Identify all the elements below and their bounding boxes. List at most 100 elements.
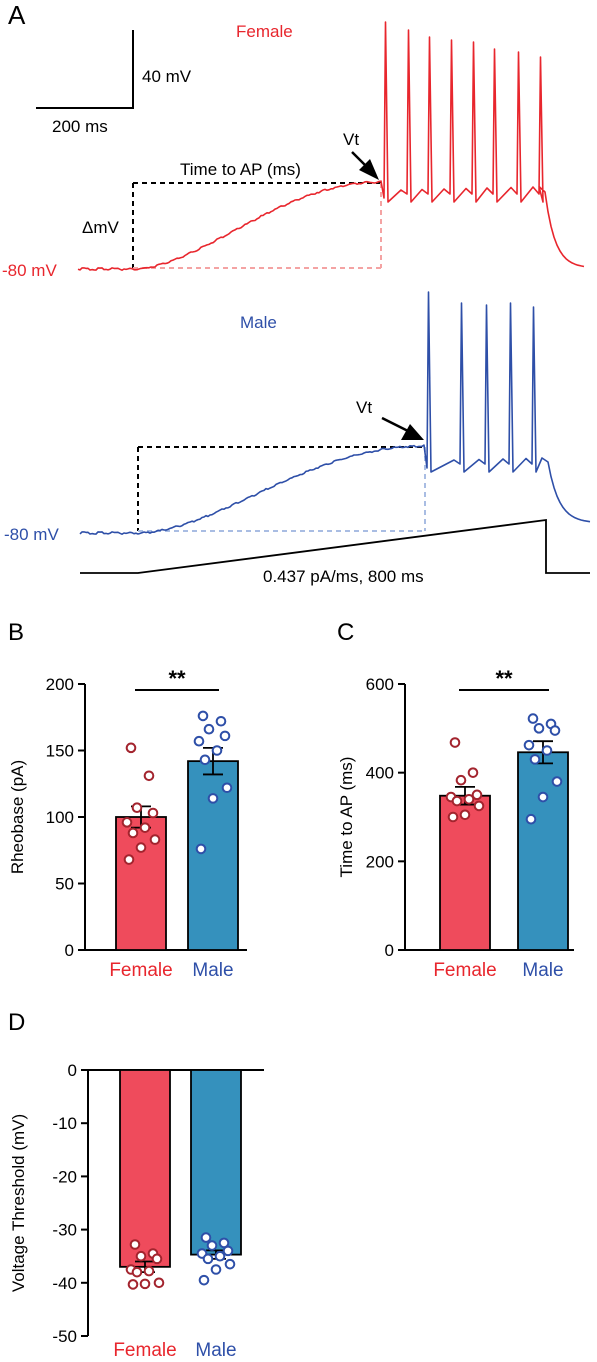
scale-bar-voltage-label: 40 mV (142, 67, 192, 86)
data-point-female (131, 802, 143, 813)
y-axis-label: Time to AP (ms) (337, 757, 356, 878)
male-vt-label: Vt (356, 398, 372, 417)
panel-c: C 0 200 400 600 Time to AP (ms) Female Male ** (337, 619, 574, 981)
data-point-female (125, 742, 137, 754)
data-point-male (541, 745, 553, 756)
data-point-female (127, 827, 139, 839)
chart-voltage-threshold: 0 -10 -20 -30 -40 -50 Voltage Threshold (mV) Fe… (9, 1061, 264, 1361)
x-tick-label-female: Female (109, 960, 172, 981)
data-point-female (143, 1265, 155, 1277)
data-point-female (147, 807, 159, 819)
data-point-male (210, 1264, 222, 1275)
y-tick-label: -50 (52, 1327, 77, 1346)
chart-rheobase: 0 50 100 150 200 Rheobase (pA) Female Male ** (8, 666, 247, 981)
female-vt-arrow-head (359, 159, 379, 180)
scale-bar-time-label: 200 ms (52, 117, 108, 136)
bar-male (187, 760, 239, 951)
data-point-male (206, 1240, 218, 1251)
data-point-male (222, 1245, 234, 1257)
data-point-female (451, 795, 463, 807)
data-point-male (549, 725, 561, 736)
data-point-male (224, 1258, 236, 1270)
bar-female (439, 794, 491, 951)
female-vt-label: Vt (343, 130, 359, 149)
chart-time-to-ap: 0 200 400 600 Time to AP (ms) Female Male ** (337, 666, 574, 981)
y-tick-label: 200 (46, 675, 74, 694)
data-point-male (198, 1274, 210, 1286)
data-point-male (202, 1253, 214, 1265)
bar-female (119, 1069, 171, 1268)
data-point-male (215, 715, 227, 727)
y-axis-label: Voltage Threshold (mV) (9, 1114, 28, 1292)
data-point-male (527, 713, 539, 724)
y-tick-label: -10 (52, 1114, 77, 1133)
data-point-female (459, 809, 471, 821)
data-point-male (197, 710, 209, 722)
data-point-male (218, 1237, 230, 1249)
y-tick-label: 0 (68, 1061, 77, 1080)
data-point-female (149, 834, 161, 845)
male-trace-title: Male (240, 313, 277, 332)
data-point-female (455, 774, 467, 786)
data-point-male (214, 1250, 226, 1262)
data-point-female (139, 822, 151, 833)
stimulus-ramp (80, 518, 590, 574)
data-point-female (129, 1239, 141, 1250)
y-tick-label: 600 (366, 675, 394, 694)
y-tick-label: -30 (52, 1221, 77, 1240)
data-point-female (121, 817, 133, 828)
data-point-male (219, 730, 231, 742)
data-point-male (537, 791, 549, 803)
data-point-female (449, 737, 461, 748)
data-point-male (551, 776, 563, 787)
y-tick-label: 400 (366, 764, 394, 783)
data-point-female (463, 793, 475, 805)
data-point-male (207, 793, 219, 804)
data-point-female (473, 800, 485, 812)
x-tick-label-female: Female (433, 960, 496, 981)
y-tick-label: -20 (52, 1167, 77, 1186)
y-tick-label: 100 (46, 808, 74, 827)
y-tick-label: 200 (366, 852, 394, 871)
data-point-female (127, 1279, 139, 1290)
female-trace-title: Female (236, 22, 293, 41)
y-tick-label: 150 (46, 742, 74, 761)
female-voltage-trace (77, 21, 585, 271)
panel-d-label: D (8, 1009, 25, 1036)
data-point-female (471, 789, 483, 801)
y-tick-label: 0 (65, 941, 74, 960)
data-point-female (135, 1250, 147, 1262)
data-point-female (135, 842, 147, 853)
data-point-female (467, 767, 479, 778)
male-rest-potential-label: -80 mV (4, 525, 59, 544)
data-point-male (221, 782, 233, 794)
data-point-male (529, 754, 541, 765)
panel-b-label: B (8, 619, 24, 646)
x-tick-label-male: Male (195, 1340, 236, 1361)
data-point-female (131, 1266, 143, 1278)
data-point-male (203, 723, 215, 735)
bar-male (190, 1069, 242, 1256)
significance-marker: ** (168, 666, 186, 691)
data-point-female (153, 1277, 165, 1289)
data-point-male (533, 723, 545, 734)
female-rest-potential-label: -80 mV (2, 261, 57, 280)
female-time-to-ap-label: Time to AP (ms) (180, 160, 301, 179)
stimulus-label: 0.437 pA/ms, 800 ms (263, 567, 424, 586)
x-tick-label-male: Male (522, 960, 563, 981)
data-point-male (525, 813, 537, 825)
male-vt-arrow-shaft (381, 416, 411, 434)
data-point-male (523, 739, 535, 751)
panel-a: A 40 mV 200 ms Female -80 mV Time to AP … (2, 0, 591, 586)
panel-c-label: C (337, 619, 354, 646)
data-point-male (199, 754, 211, 766)
panel-b: B 0 50 100 150 200 Rheobase (pA) Female Male ** (8, 619, 247, 981)
data-point-female (151, 1253, 163, 1265)
male-voltage-trace (79, 291, 591, 535)
x-tick-label-male: Male (192, 960, 233, 981)
panel-d: D 0 -10 -20 -30 -40 -50 Voltage Threshold (mV)… (8, 1009, 264, 1361)
data-point-female (447, 811, 459, 823)
data-point-male (200, 1232, 212, 1243)
scale-bar: 40 mV 200 ms (36, 30, 192, 136)
